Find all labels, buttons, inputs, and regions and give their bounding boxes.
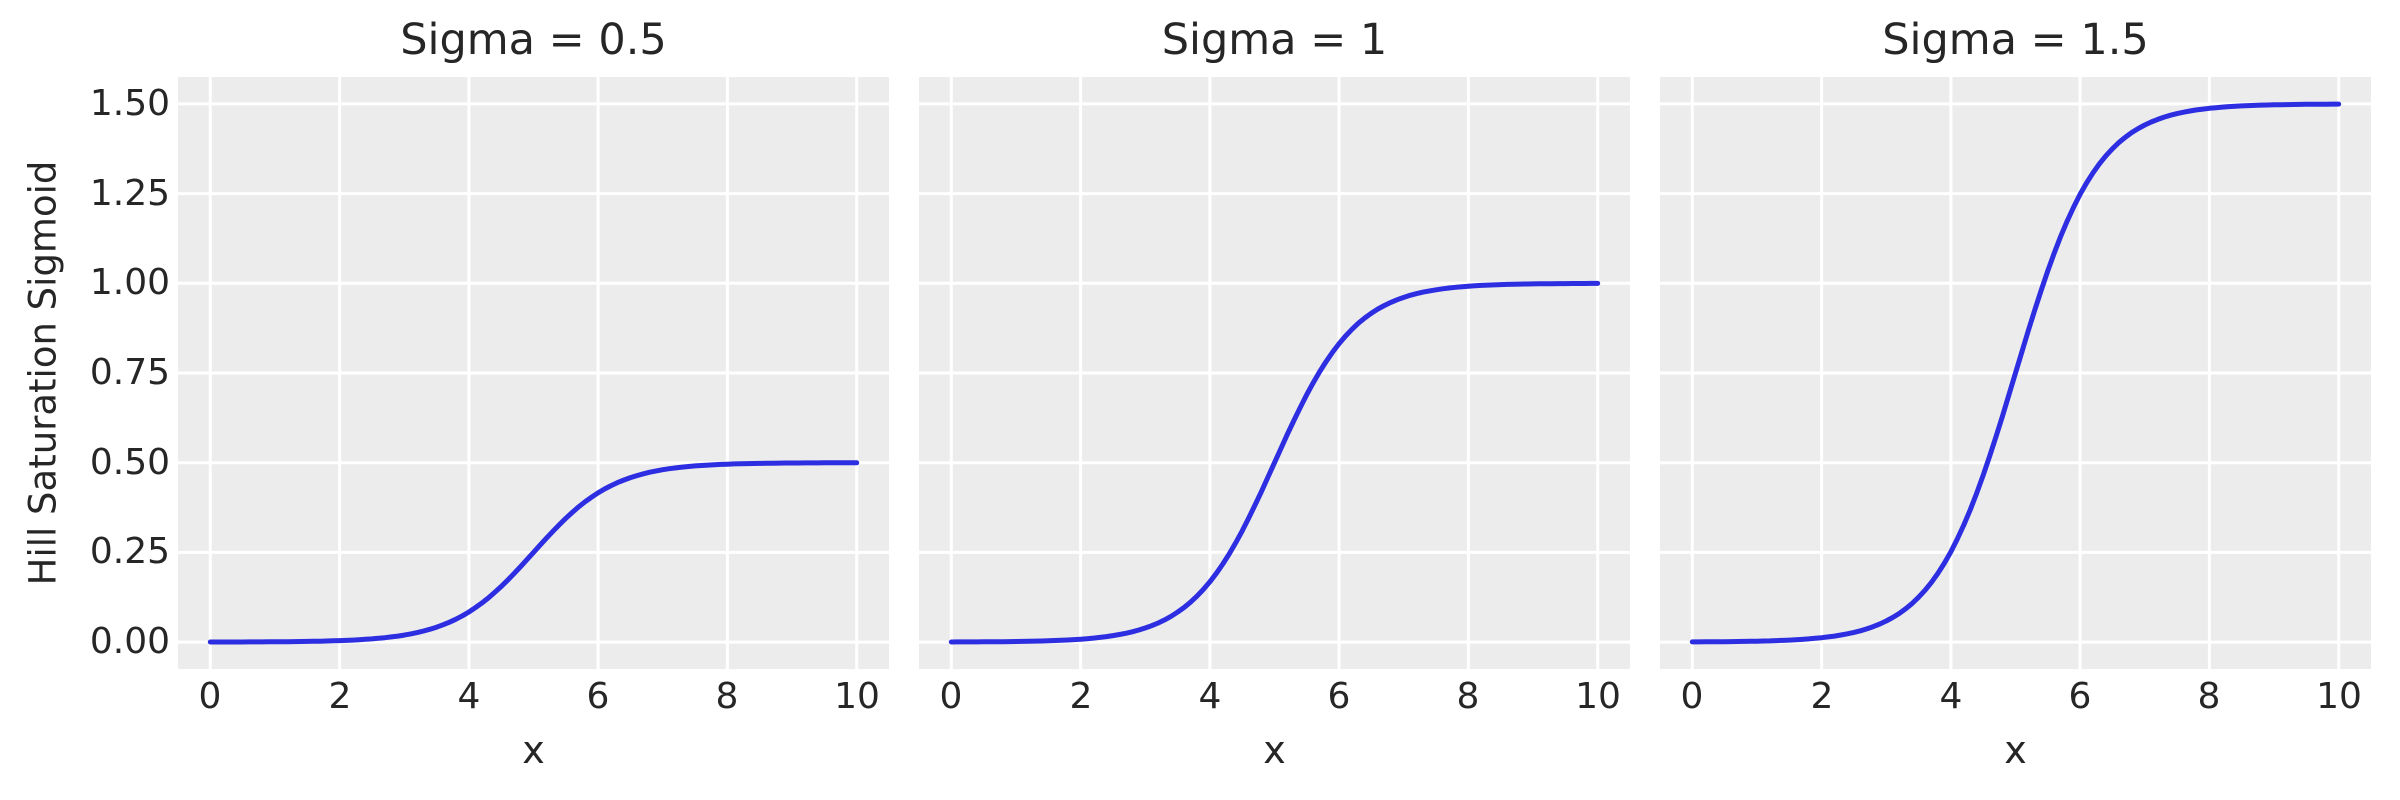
y-tick-label: 0.50	[89, 442, 170, 483]
axes-area	[1660, 77, 2371, 669]
x-tick-label: 10	[834, 676, 880, 717]
y-tick-labels: 0.00 0.25 0.50 0.75 1.00 1.25 1.50	[0, 0, 170, 800]
subplot-title: Sigma = 1	[1161, 15, 1388, 65]
x-tick-labels: 0 2 4 6 8 10	[1660, 677, 2371, 717]
grid-lines	[919, 77, 1630, 669]
y-tick-label: 1.25	[89, 173, 170, 214]
x-tick-label: 2	[1069, 676, 1093, 717]
grid-lines	[178, 77, 889, 669]
y-tick-label: 1.50	[89, 83, 170, 124]
x-tick-label: 0	[939, 676, 963, 717]
subplot-title: Sigma = 1.5	[1882, 15, 2149, 65]
x-tick-label: 6	[1327, 676, 1351, 717]
x-axis-label: x	[522, 728, 545, 772]
axes-area	[919, 77, 1630, 669]
x-tick-label: 0	[198, 676, 222, 717]
x-tick-label: 2	[328, 676, 352, 717]
x-tick-labels: 0 2 4 6 8 10	[178, 677, 889, 717]
subplot-sigma-0-5: Sigma = 0.5 0 2 4 6 8 10 x	[178, 0, 889, 800]
sigmoid-curve	[1689, 101, 2342, 645]
x-tick-label: 10	[2316, 676, 2362, 717]
grid-lines	[1660, 77, 2371, 669]
subplot-sigma-1: Sigma = 1 0 2 4 6 8 10 x	[919, 0, 1630, 800]
plot-svg	[1660, 77, 2371, 669]
sigmoid-curve	[207, 460, 860, 645]
x-tick-label: 2	[1810, 676, 1834, 717]
x-tick-label: 4	[1939, 676, 1963, 717]
x-tick-label: 8	[1456, 676, 1480, 717]
x-tick-label: 8	[715, 676, 739, 717]
x-tick-label: 0	[1680, 676, 1704, 717]
y-tick-label: 0.00	[89, 621, 170, 662]
sigmoid-curve	[948, 280, 1601, 645]
x-tick-label: 6	[2068, 676, 2092, 717]
x-tick-label: 6	[586, 676, 610, 717]
x-tick-labels: 0 2 4 6 8 10	[919, 677, 1630, 717]
plot-svg	[919, 77, 1630, 669]
y-tick-label: 1.00	[89, 262, 170, 303]
y-tick-label: 0.25	[89, 531, 170, 572]
axes-area	[178, 77, 889, 669]
x-axis-label: x	[2004, 728, 2027, 772]
x-axis-label: x	[1263, 728, 1286, 772]
plot-svg	[178, 77, 889, 669]
subplot-title: Sigma = 0.5	[400, 15, 667, 65]
x-tick-label: 10	[1575, 676, 1621, 717]
subplot-sigma-1-5: Sigma = 1.5 0 2 4 6 8 10 x	[1660, 0, 2371, 800]
y-tick-label: 0.75	[89, 352, 170, 393]
x-tick-label: 4	[1198, 676, 1222, 717]
x-tick-label: 4	[457, 676, 481, 717]
x-tick-label: 8	[2197, 676, 2221, 717]
